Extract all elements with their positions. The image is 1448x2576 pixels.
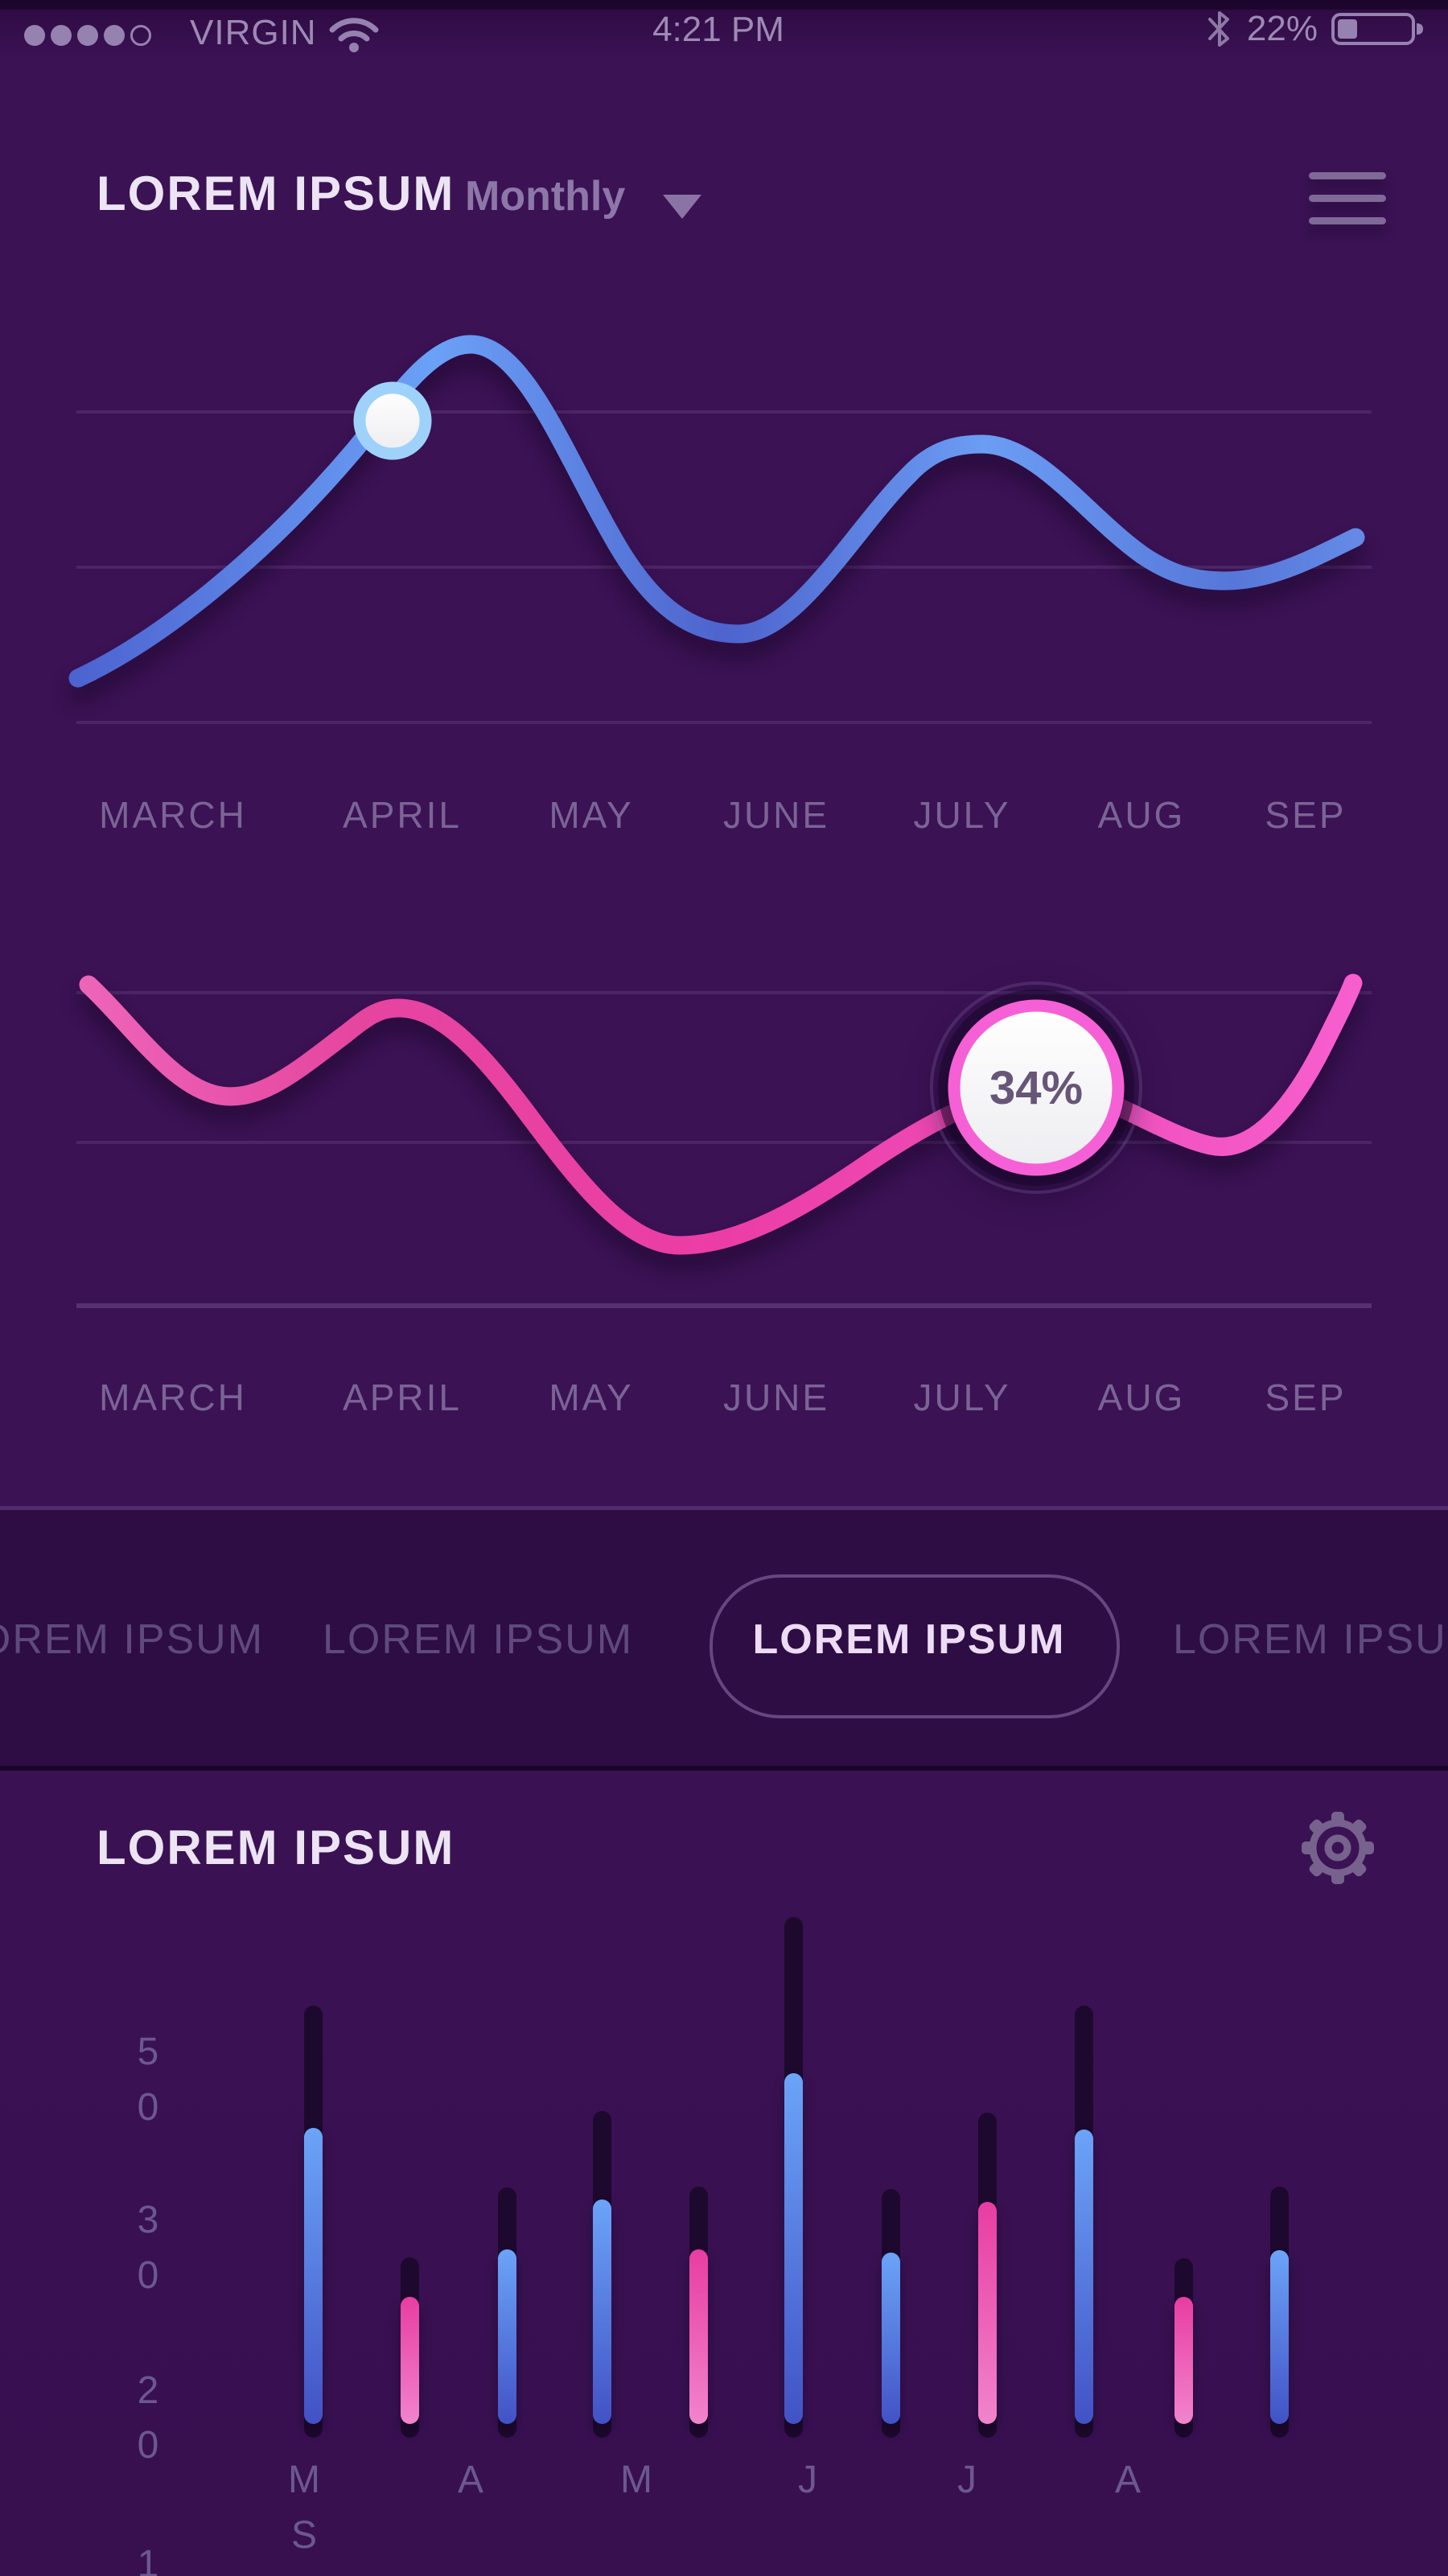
y-axis-tick: 0 [137, 2254, 159, 2297]
bar-blue [498, 2249, 516, 2424]
bar-blue [882, 2253, 900, 2424]
gear-icon[interactable] [1300, 1810, 1376, 1886]
carrier-label: VIRGIN [190, 13, 317, 52]
month-label: MARCH [99, 1376, 247, 1418]
bar-blue [784, 2073, 803, 2424]
month-label: JUNE [722, 794, 830, 836]
month-label: MAY [549, 1376, 634, 1418]
signal-dots-icon [24, 25, 151, 46]
tab-bar: LOREM IPSUM LOREM IPSUM LOREM IPSUM LORE… [0, 1506, 1448, 1771]
month-label: MAY [549, 794, 634, 836]
month-label: JULY [913, 1376, 1011, 1418]
tab-item-2[interactable]: LOREM IPSUM [322, 1616, 634, 1663]
month-label: APRIL [343, 1376, 462, 1418]
tab-item-4[interactable]: LOREM IPSUM [1173, 1616, 1448, 1663]
y-axis-tick: 0 [137, 2424, 159, 2467]
x-axis-label: J [798, 2459, 819, 2501]
month-label: SEP [1265, 794, 1347, 836]
chart2-month-axis: MARCH APRIL MAY JUNE JULY AUG SEP [0, 1376, 1448, 1424]
month-label: APRIL [343, 794, 462, 836]
chevron-down-icon[interactable] [663, 195, 701, 219]
wifi-icon [329, 18, 379, 52]
tab-item-1[interactable]: LOREM IPSUM [0, 1616, 265, 1663]
month-label: SEP [1265, 1376, 1347, 1418]
active-tab-pill[interactable] [710, 1574, 1120, 1718]
chart1-month-axis: MARCH APRIL MAY JUNE JULY AUG SEP [0, 793, 1448, 842]
y-axis-tick: 0 [137, 2086, 159, 2129]
bar-blue [593, 2199, 611, 2424]
month-label: AUG [1097, 1376, 1186, 1418]
status-bar: VIRGIN 4:21 PM 22% [0, 0, 1448, 53]
bar-pink [689, 2249, 708, 2424]
month-label: AUG [1097, 794, 1186, 836]
month-label: JULY [913, 794, 1011, 836]
x-axis-label: M [288, 2459, 322, 2501]
battery-icon [1331, 13, 1423, 45]
period-dropdown[interactable]: Monthly [465, 173, 626, 220]
x-axis-label: A [1114, 2459, 1143, 2501]
clock: 4:21 PM [652, 10, 784, 49]
x-axis-label: A [457, 2459, 486, 2501]
y-axis-tick: 2 [137, 2369, 159, 2412]
bar-pink [978, 2202, 997, 2424]
section-title: LOREM IPSUM [97, 1821, 455, 1874]
bar-blue [1075, 2130, 1093, 2424]
menu-button[interactable] [1309, 172, 1386, 225]
bar-blue [304, 2128, 323, 2424]
battery-percent-label: 22% [1246, 9, 1318, 48]
x-axis-label: S [290, 2514, 319, 2557]
y-axis-tick: 5 [137, 2031, 159, 2073]
bar-pink [1174, 2297, 1193, 2424]
y-axis-tick: 1 [137, 2543, 159, 2576]
y-axis-tick: 3 [137, 2199, 159, 2241]
page-title: LOREM IPSUM [97, 167, 455, 220]
bar-pink [401, 2297, 419, 2424]
tab-item-3-active[interactable]: LOREM IPSUM [752, 1616, 1066, 1663]
x-axis-label: J [957, 2459, 978, 2501]
hamburger-icon [1309, 172, 1386, 179]
bar-blue [1270, 2250, 1289, 2424]
month-label: JUNE [722, 1376, 830, 1418]
bluetooth-icon [1207, 11, 1229, 47]
x-axis-label: M [620, 2459, 654, 2501]
month-label: MARCH [99, 794, 247, 836]
